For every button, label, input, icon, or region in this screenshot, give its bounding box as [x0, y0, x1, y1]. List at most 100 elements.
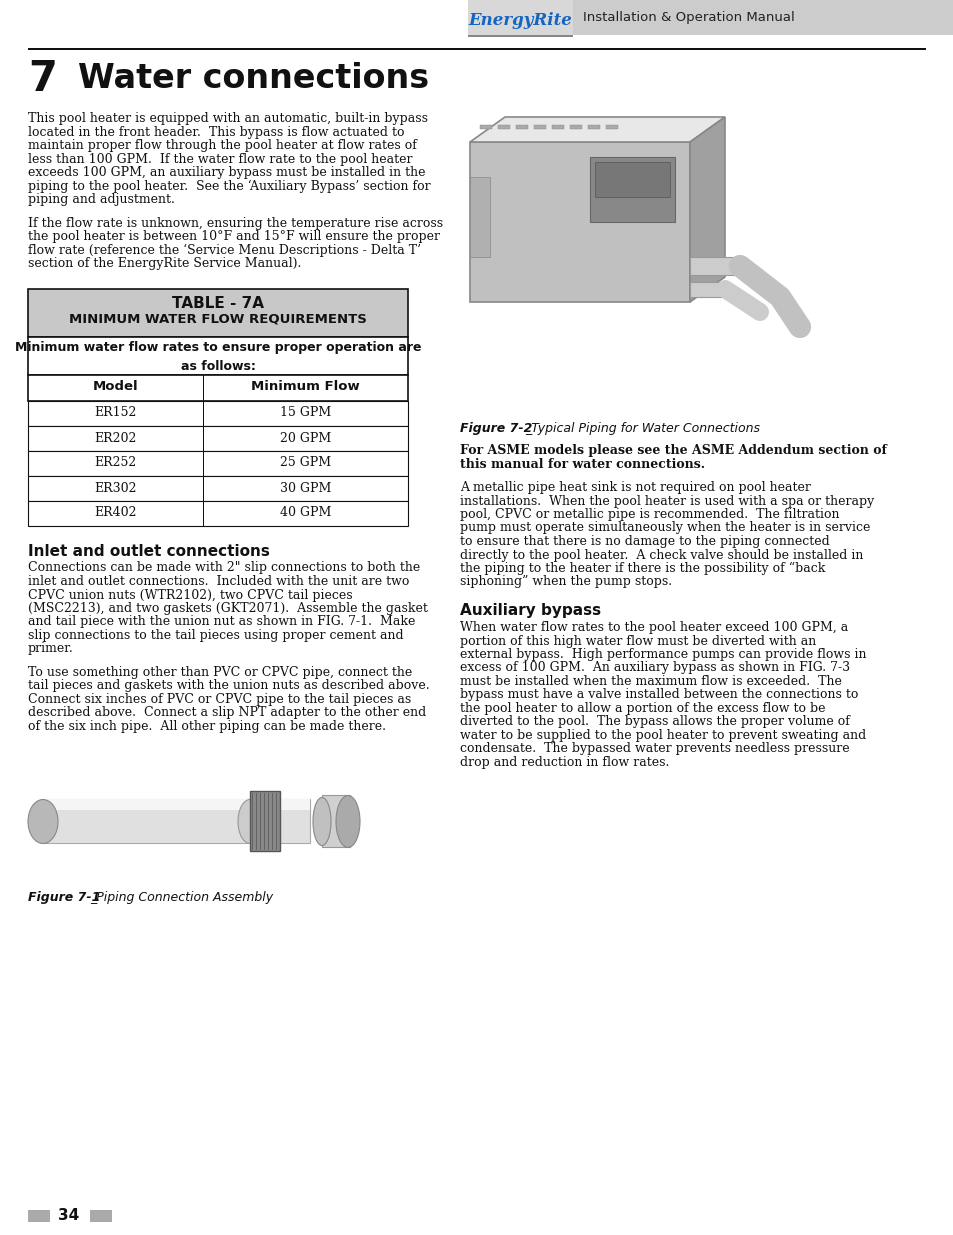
Text: portion of this high water flow must be diverted with an: portion of this high water flow must be …	[459, 635, 816, 647]
Text: 30 GPM: 30 GPM	[279, 482, 331, 494]
Bar	[28, 451, 408, 475]
Text: To use something other than PVC or CPVC pipe, connect the: To use something other than PVC or CPVC …	[28, 666, 412, 679]
Text: installations.  When the pool heater is used with a spa or therapy: installations. When the pool heater is u…	[459, 494, 873, 508]
Bar	[595, 162, 669, 198]
Ellipse shape	[730, 257, 748, 275]
Text: This pool heater is equipped with an automatic, built-in bypass: This pool heater is equipped with an aut…	[28, 112, 428, 125]
Bar	[569, 125, 581, 128]
Text: described above.  Connect a slip NPT adapter to the other end: described above. Connect a slip NPT adap…	[28, 706, 426, 720]
Text: Figure 7-1: Figure 7-1	[28, 892, 100, 904]
Bar	[28, 500, 408, 526]
Text: CPVC union nuts (WTR2102), two CPVC tail pieces: CPVC union nuts (WTR2102), two CPVC tail…	[28, 589, 353, 601]
Text: the pool heater is between 10°F and 15°F will ensure the proper: the pool heater is between 10°F and 15°F…	[28, 230, 439, 243]
Text: EnergyRite: EnergyRite	[468, 12, 572, 28]
Ellipse shape	[28, 799, 58, 844]
Text: 25 GPM: 25 GPM	[279, 457, 331, 469]
Text: MINIMUM WATER FLOW REQUIREMENTS: MINIMUM WATER FLOW REQUIREMENTS	[69, 312, 367, 326]
Bar	[587, 125, 599, 128]
Bar	[43, 799, 310, 844]
Text: Model: Model	[92, 380, 138, 394]
Text: 40 GPM: 40 GPM	[279, 506, 331, 520]
Text: If the flow rate is unknown, ensuring the temperature rise across: If the flow rate is unknown, ensuring th…	[28, 216, 442, 230]
Text: ER152: ER152	[94, 406, 136, 420]
Text: _Typical Piping for Water Connections: _Typical Piping for Water Connections	[524, 422, 760, 435]
Bar	[605, 125, 618, 128]
Text: Minimum water flow rates to ensure proper operation are
as follows:: Minimum water flow rates to ensure prope…	[14, 342, 421, 373]
Text: A metallic pipe heat sink is not required on pool heater: A metallic pipe heat sink is not require…	[459, 480, 810, 494]
Text: Auxiliary bypass: Auxiliary bypass	[459, 603, 600, 618]
Text: For ASME models please see the ASME Addendum section of: For ASME models please see the ASME Adde…	[459, 445, 886, 457]
Text: Connections can be made with 2" slip connections to both the: Connections can be made with 2" slip con…	[28, 562, 420, 574]
Text: section of the EnergyRite Service Manual).: section of the EnergyRite Service Manual…	[28, 257, 301, 270]
Bar	[203, 500, 204, 526]
Text: 7: 7	[28, 58, 57, 100]
Bar	[468, 35, 573, 37]
Text: Figure 7-2: Figure 7-2	[459, 422, 532, 435]
Bar	[90, 1210, 112, 1221]
Text: 15 GPM: 15 GPM	[279, 406, 331, 420]
Bar	[203, 451, 204, 475]
Text: pool, CPVC or metallic pipe is recommended.  The filtration: pool, CPVC or metallic pipe is recommend…	[459, 508, 839, 521]
Text: to ensure that there is no damage to the piping connected: to ensure that there is no damage to the…	[459, 535, 829, 548]
Bar	[203, 400, 204, 426]
Text: and tail piece with the union nut as shown in FIG. 7-1.  Make: and tail piece with the union nut as sho…	[28, 615, 415, 629]
Bar	[250, 792, 280, 851]
Bar	[203, 374, 204, 400]
Text: TABLE - 7A: TABLE - 7A	[172, 295, 264, 310]
Bar	[203, 475, 204, 500]
Text: Inlet and outlet connections: Inlet and outlet connections	[28, 543, 270, 558]
Bar	[28, 48, 925, 49]
Bar	[43, 799, 310, 810]
Polygon shape	[689, 117, 724, 303]
Text: flow rate (reference the ‘Service Menu Descriptions - Delta T’: flow rate (reference the ‘Service Menu D…	[28, 243, 420, 257]
Text: water to be supplied to the pool heater to prevent sweating and: water to be supplied to the pool heater …	[459, 729, 865, 742]
Text: Connect six inches of PVC or CPVC pipe to the tail pieces as: Connect six inches of PVC or CPVC pipe t…	[28, 693, 411, 706]
Text: less than 100 GPM.  If the water flow rate to the pool heater: less than 100 GPM. If the water flow rat…	[28, 152, 412, 165]
Bar	[322, 795, 350, 847]
Text: the pool heater to allow a portion of the excess flow to be: the pool heater to allow a portion of th…	[459, 701, 824, 715]
Text: external bypass.  High performance pumps can provide flows in: external bypass. High performance pumps …	[459, 648, 865, 661]
Text: bypass must have a valve installed between the connections to: bypass must have a valve installed betwe…	[459, 688, 858, 701]
Text: located in the front header.  This bypass is flow actuated to: located in the front header. This bypass…	[28, 126, 404, 138]
Text: the piping to the heater if there is the possibility of “back: the piping to the heater if there is the…	[459, 562, 824, 576]
Text: siphoning” when the pump stops.: siphoning” when the pump stops.	[459, 576, 672, 589]
Text: this manual for water connections.: this manual for water connections.	[459, 457, 704, 471]
Text: exceeds 100 GPM, an auxiliary bypass must be installed in the: exceeds 100 GPM, an auxiliary bypass mus…	[28, 165, 425, 179]
Bar	[468, 0, 953, 35]
Text: of the six inch pipe.  All other piping can be made there.: of the six inch pipe. All other piping c…	[28, 720, 386, 734]
Bar	[479, 125, 492, 128]
Bar	[28, 289, 408, 336]
Text: ER252: ER252	[94, 457, 136, 469]
Bar	[516, 125, 527, 128]
Text: must be installed when the maximum flow is exceeded.  The: must be installed when the maximum flow …	[459, 676, 841, 688]
Bar	[28, 475, 408, 500]
Bar	[28, 336, 408, 374]
Bar	[497, 125, 510, 128]
Text: excess of 100 GPM.  An auxiliary bypass as shown in FIG. 7-3: excess of 100 GPM. An auxiliary bypass a…	[459, 662, 849, 674]
Text: piping and adjustment.: piping and adjustment.	[28, 193, 174, 206]
Text: ER402: ER402	[94, 506, 136, 520]
Ellipse shape	[335, 795, 359, 847]
Text: maintain proper flow through the pool heater at flow rates of: maintain proper flow through the pool he…	[28, 140, 416, 152]
Text: ER202: ER202	[94, 431, 136, 445]
Bar	[28, 426, 408, 451]
Bar	[28, 400, 408, 426]
Bar	[552, 125, 563, 128]
Bar	[468, 0, 573, 35]
Polygon shape	[470, 117, 724, 142]
Text: condensate.  The bypassed water prevents needless pressure: condensate. The bypassed water prevents …	[459, 742, 849, 756]
Text: Installation & Operation Manual: Installation & Operation Manual	[582, 11, 794, 23]
Bar	[470, 142, 689, 303]
Text: (MSC2213), and two gaskets (GKT2071).  Assemble the gasket: (MSC2213), and two gaskets (GKT2071). As…	[28, 601, 428, 615]
Text: 20 GPM: 20 GPM	[279, 431, 331, 445]
Text: ER302: ER302	[94, 482, 136, 494]
Ellipse shape	[237, 799, 262, 844]
Bar	[689, 282, 724, 296]
Text: pump must operate simultaneously when the heater is in service: pump must operate simultaneously when th…	[459, 521, 869, 535]
Bar	[203, 426, 204, 451]
Text: directly to the pool heater.  A check valve should be installed in: directly to the pool heater. A check val…	[459, 548, 862, 562]
Bar	[470, 177, 490, 257]
Text: tail pieces and gaskets with the union nuts as described above.: tail pieces and gaskets with the union n…	[28, 679, 429, 693]
Text: diverted to the pool.  The bypass allows the proper volume of: diverted to the pool. The bypass allows …	[459, 715, 849, 729]
Ellipse shape	[313, 798, 331, 846]
